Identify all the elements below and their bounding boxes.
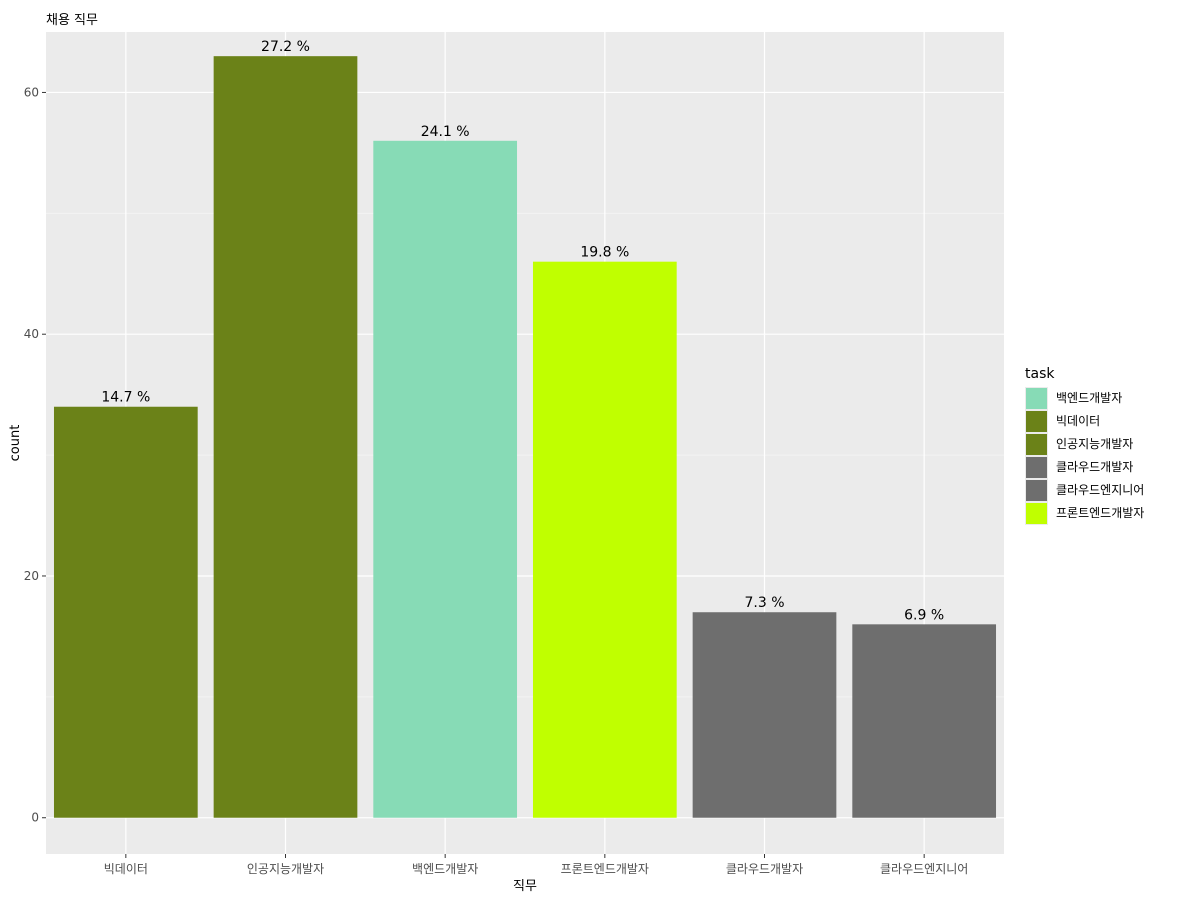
legend-item: 프론트엔드개발자 bbox=[1025, 502, 1144, 525]
bar-value-label: 14.7 % bbox=[101, 390, 150, 406]
x-tick-label: 인공지능개발자 bbox=[247, 862, 324, 876]
legend-swatch bbox=[1026, 480, 1047, 501]
legend-item: 인공지능개발자 bbox=[1025, 433, 1133, 456]
legend-item: 백엔드개발자 bbox=[1025, 387, 1122, 410]
x-tick-label: 프론트엔드개발자 bbox=[561, 862, 649, 876]
bar-value-label: 24.1 % bbox=[421, 124, 470, 140]
plot-panel bbox=[46, 32, 1004, 854]
y-tick-label: 40 bbox=[24, 327, 39, 341]
bar bbox=[532, 261, 677, 818]
x-tick-label: 클라우드개발자 bbox=[726, 862, 803, 876]
bars bbox=[53, 56, 997, 818]
chart-title: 채용 직무 bbox=[46, 13, 98, 28]
bar-labels: 14.7 % 27.2 % 24.1 % 19.8 % 7.3 % 6.9 % bbox=[101, 39, 944, 623]
x-tick-label: 클라우드엔지니어 bbox=[880, 862, 968, 876]
y-axis-title: count bbox=[8, 425, 23, 462]
legend-item: 클라우드엔지니어 bbox=[1025, 479, 1144, 502]
legend-swatch bbox=[1026, 457, 1047, 478]
legend-swatch bbox=[1026, 411, 1047, 432]
legend-label: 클라우드개발자 bbox=[1056, 460, 1133, 474]
legend-label: 프론트엔드개발자 bbox=[1056, 506, 1144, 520]
legend-item: 빅데이터 bbox=[1025, 410, 1100, 433]
x-axis: 빅데이터 인공지능개발자 백엔드개발자 프론트엔드개발자 클라우드개발자 클라우드엔지니어 bbox=[104, 854, 968, 876]
bar-value-label: 6.9 % bbox=[904, 607, 944, 623]
x-tick-label: 빅데이터 bbox=[104, 862, 148, 876]
legend-label: 클라우드엔지니어 bbox=[1056, 483, 1144, 497]
x-tick-label: 백엔드개발자 bbox=[412, 862, 478, 876]
legend-label: 빅데이터 bbox=[1056, 414, 1100, 428]
y-tick-label: 0 bbox=[31, 811, 39, 825]
bar bbox=[213, 56, 358, 818]
y-axis: 0 20 40 60 bbox=[24, 85, 46, 825]
bar bbox=[692, 612, 837, 818]
legend-swatch bbox=[1026, 503, 1047, 524]
bar-value-label: 7.3 % bbox=[744, 595, 784, 611]
y-tick-label: 60 bbox=[24, 85, 39, 99]
bar bbox=[852, 624, 997, 818]
bar bbox=[53, 406, 198, 818]
bar bbox=[373, 140, 518, 818]
legend-label: 인공지능개발자 bbox=[1056, 437, 1133, 451]
y-tick-label: 20 bbox=[24, 569, 39, 583]
legend-title: task bbox=[1025, 366, 1055, 382]
legend-item: 클라우드개발자 bbox=[1025, 456, 1133, 479]
legend-swatch bbox=[1026, 388, 1047, 409]
x-axis-title: 직무 bbox=[513, 879, 537, 894]
bar-value-label: 27.2 % bbox=[261, 39, 310, 55]
bar-value-label: 19.8 % bbox=[580, 245, 629, 261]
legend-label: 백엔드개발자 bbox=[1056, 391, 1122, 405]
legend-swatch bbox=[1026, 434, 1047, 455]
legend: task 백엔드개발자빅데이터인공지능개발자클라우드개발자클라우드엔지니어프론트… bbox=[1025, 366, 1144, 525]
